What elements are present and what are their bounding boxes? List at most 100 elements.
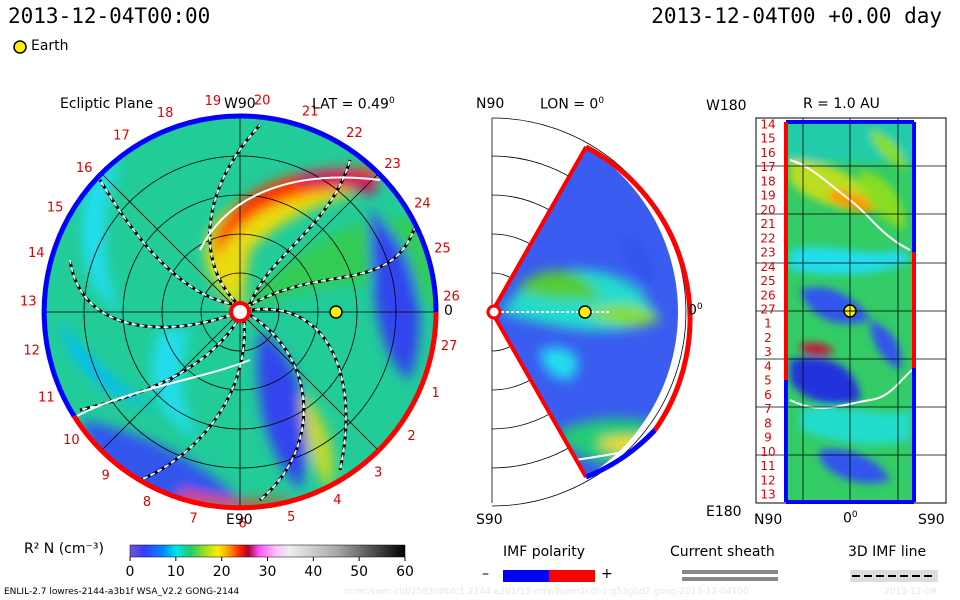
imf-minus-swatch: [503, 570, 549, 582]
map-y-tick-label: 8: [764, 416, 772, 430]
meridional-bottom-label: S90: [476, 512, 503, 528]
ecliptic-top-label: W90: [224, 96, 256, 112]
current-sheath-lines: [69, 176, 381, 421]
imf-minus-label: –: [482, 566, 489, 582]
ecliptic-rim-label: 27: [441, 339, 458, 354]
imf-plus-label: +: [601, 566, 613, 582]
ecliptic-rim-label: 13: [20, 295, 37, 310]
ecliptic-rim-label: 9: [101, 468, 109, 483]
map-y-tick-label: 1: [764, 317, 772, 331]
colorbar-tick-label: 60: [396, 564, 414, 580]
earth-marker-ecliptic: [329, 305, 343, 319]
map-y-tick-label: 6: [764, 388, 772, 402]
colorbar-ticks: 0 10 20 30 40 50 60: [126, 557, 414, 580]
current-sheath-title: Current sheath: [670, 544, 775, 560]
map-y-tick-label: 23: [760, 246, 775, 260]
colorbar-tick-label: 0: [126, 564, 135, 580]
legend-current-sheath: [682, 570, 778, 581]
earth-marker-meridional: [578, 305, 592, 319]
ecliptic-rim-label: 12: [23, 344, 40, 359]
map-y-tick-label: 26: [760, 288, 775, 302]
ecliptic-rim-label: 18: [157, 106, 174, 121]
watermark-date: 2013-12-09: [884, 587, 937, 597]
colorbar-tick-label: 50: [350, 564, 368, 580]
colorbar-label: R² N (cm⁻³): [24, 541, 104, 557]
meridional-panel: [486, 117, 693, 507]
legend-3d-imf: [850, 570, 938, 582]
meridional-edge-lower: [490, 311, 588, 478]
ecliptic-rim-labels: 2021222324252627123456789101112131415161…: [20, 94, 460, 532]
timestamp-left: 2013-12-04T00:00: [8, 4, 211, 28]
map-y-tick-label: 16: [760, 146, 775, 160]
map-y-tick-label: 5: [764, 374, 772, 388]
model-info: ENLIL-2.7 lowres-2144-a3b1f WSA_V2.2 GON…: [4, 587, 240, 597]
map-y-tick-label: 20: [760, 203, 775, 217]
map-y-tick-label: 25: [760, 274, 775, 288]
ecliptic-rim-label: 4: [333, 493, 341, 508]
earth-legend-label: Earth: [31, 38, 69, 54]
colorbar-gradient: [129, 544, 406, 558]
map-y-tick-label: 2: [764, 331, 772, 345]
meridional-rim-positive: [584, 144, 693, 432]
ecliptic-rim-negative: [239, 113, 439, 313]
watermark-run-id: ccmc/swrc-cld/2583/dfbfc1.2144-a3b1f15-m…: [344, 587, 749, 597]
ecliptic-rim-label: 10: [63, 433, 80, 448]
imf-plus-swatch: [549, 570, 595, 582]
ecliptic-rim-negative-2: [41, 113, 241, 418]
sun-marker-meridional: [486, 304, 502, 320]
map-bottom-left-label: E180: [706, 504, 742, 520]
imf-polarity-title: IMF polarity: [503, 544, 586, 560]
ecliptic-rim-label: 26: [443, 290, 460, 305]
ecliptic-rim-label: 25: [434, 241, 451, 256]
ecliptic-rim-label: 15: [47, 201, 64, 216]
map-y-tick-label: 24: [760, 260, 775, 274]
map-x-left: N90: [754, 512, 783, 528]
colorbar-tick-label: 40: [304, 564, 322, 580]
ecliptic-rim-label: 22: [346, 126, 363, 141]
map-y-tick-label: 27: [760, 303, 775, 317]
ecliptic-title: Ecliptic Plane: [60, 96, 154, 112]
ecliptic-rim-label: 20: [254, 94, 271, 109]
ecliptic-rim-label: 6: [238, 516, 246, 531]
map-y-tick-label: 10: [760, 445, 775, 459]
ecliptic-rim-label: 14: [28, 246, 45, 261]
ecliptic-rim-label: 7: [189, 511, 197, 526]
map-y-tick-label: 9: [764, 431, 772, 445]
colorbar-tick-label: 30: [259, 564, 277, 580]
map-y-tick-label: 3: [764, 345, 772, 359]
ecliptic-rim-label: 8: [143, 495, 151, 510]
meridional-lon-label: LON = 00: [540, 96, 605, 113]
map-panel: 1415161718192021222324252627123456789101…: [755, 117, 947, 504]
ecliptic-rim-label: 5: [287, 510, 295, 525]
ecliptic-bottom-label: E90: [226, 512, 253, 528]
meridional-top-label: N90: [476, 96, 505, 112]
meridional-rim-negative: [585, 428, 657, 480]
earth-legend-icon: [13, 40, 27, 54]
map-y-tick-label: 19: [760, 189, 775, 203]
map-top-left-label: W180: [706, 98, 747, 114]
ecliptic-rim-label: 1: [431, 386, 439, 401]
ecliptic-right-label: 0: [444, 303, 453, 319]
map-y-tick-label: 14: [760, 118, 775, 132]
imf-spiral-lines: [68, 123, 422, 502]
imf3d-title: 3D IMF line: [848, 544, 927, 560]
map-y-tick-labels: 1415161718192021222324252627123456789101…: [760, 118, 775, 502]
colorbar-tick-label: 10: [167, 564, 185, 580]
map-y-tick-label: 22: [760, 231, 775, 245]
ecliptic-rim-label: 11: [38, 391, 55, 406]
map-y-tick-label: 7: [764, 402, 772, 416]
ecliptic-rim-positive: [71, 311, 439, 511]
ecliptic-panel: 2021222324252627123456789101112131415161…: [20, 94, 460, 532]
ecliptic-rim-label: 3: [374, 465, 382, 480]
map-y-tick-label: 12: [760, 473, 775, 487]
map-y-tick-label: 15: [760, 132, 775, 146]
map-y-tick-label: 4: [764, 359, 772, 373]
ecliptic-rim-label: 2: [407, 429, 415, 444]
meridional-right-label: 00: [688, 302, 703, 319]
ecliptic-rim-label: 21: [302, 104, 319, 119]
ecliptic-rim-label: 16: [76, 161, 93, 176]
meridional-edge-upper: [490, 146, 588, 313]
map-y-tick-label: 11: [760, 459, 775, 473]
map-x-right: S90: [918, 512, 945, 528]
